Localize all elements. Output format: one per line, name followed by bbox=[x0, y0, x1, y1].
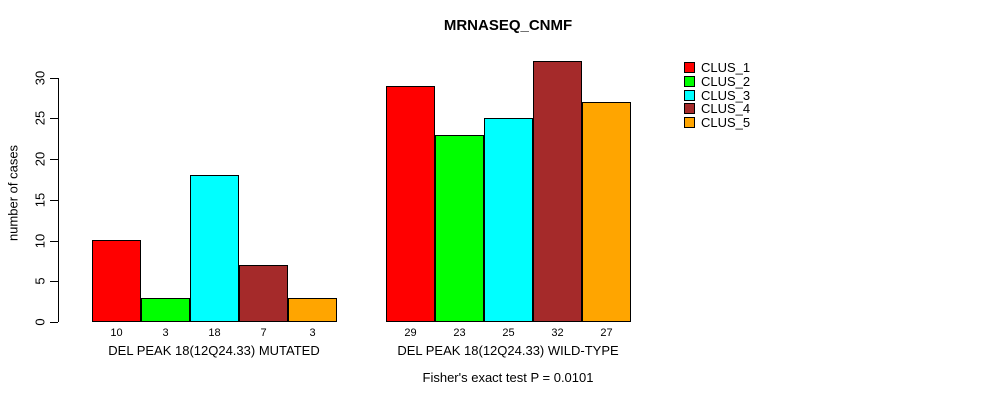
legend-label: CLUS_5 bbox=[701, 115, 751, 131]
legend-label: CLUS_2 bbox=[701, 73, 751, 89]
y-axis-line bbox=[58, 77, 59, 322]
bar-value-label: 32 bbox=[551, 327, 564, 339]
y-axis-tick bbox=[50, 322, 58, 323]
y-axis-tick bbox=[50, 240, 58, 242]
y-axis-tick bbox=[50, 281, 58, 283]
y-axis-tick-label: 25 bbox=[32, 111, 48, 126]
legend-swatch-clus_4 bbox=[684, 103, 695, 115]
bar-clus_4 bbox=[533, 61, 582, 322]
bar-clus_1 bbox=[92, 240, 141, 322]
bar-value-label: 3 bbox=[162, 327, 169, 339]
bar-value-label: 27 bbox=[600, 327, 613, 339]
y-axis-tick-label: 0 bbox=[32, 318, 48, 326]
bar-value-label: 10 bbox=[110, 327, 123, 339]
bar-clus_3 bbox=[484, 118, 533, 322]
bar-clus_2 bbox=[435, 135, 484, 322]
y-axis-tick bbox=[50, 199, 58, 201]
y-axis-tick-label: 20 bbox=[32, 151, 48, 167]
bar-clus_5 bbox=[288, 298, 337, 322]
bar-clus_3 bbox=[190, 175, 239, 322]
legend-swatch-clus_1 bbox=[684, 62, 695, 73]
bar-clus_5 bbox=[582, 102, 631, 322]
bar-value-label: 29 bbox=[404, 327, 417, 339]
y-axis-tick bbox=[50, 159, 58, 160]
bar-value-label: 25 bbox=[502, 327, 515, 339]
legend-label: CLUS_1 bbox=[701, 60, 751, 75]
x-group-label-wild-type: DEL PEAK 18(12Q24.33) WILD-TYPE bbox=[397, 343, 619, 358]
y-axis-tick-label: 30 bbox=[32, 70, 48, 85]
legend-label: CLUS_4 bbox=[701, 101, 751, 117]
bar-clus_2 bbox=[141, 298, 190, 322]
bar-clus_4 bbox=[239, 265, 288, 322]
legend-label: CLUS_3 bbox=[701, 87, 751, 103]
bar-value-label: 23 bbox=[453, 327, 466, 339]
bar-value-label: 18 bbox=[208, 327, 221, 339]
y-axis-tick-label: 15 bbox=[32, 192, 48, 207]
chart-title: MRNASEQ_CNMF bbox=[443, 17, 573, 34]
y-axis-tick bbox=[50, 118, 58, 120]
bar-clus_1 bbox=[386, 86, 435, 322]
y-axis-title: number of cases bbox=[5, 144, 21, 242]
bar-value-label: 3 bbox=[309, 327, 316, 339]
bar-value-label: 7 bbox=[260, 327, 267, 339]
fisher-test-annotation: Fisher's exact test P = 0.0101 bbox=[422, 370, 594, 385]
y-axis-tick bbox=[50, 77, 58, 79]
legend-swatch-clus_2 bbox=[684, 75, 695, 87]
x-group-label-mutated: DEL PEAK 18(12Q24.33) MUTATED bbox=[108, 343, 320, 358]
y-axis-tick-label: 10 bbox=[32, 233, 48, 248]
legend-swatch-clus_5 bbox=[684, 117, 695, 129]
legend-swatch-clus_3 bbox=[684, 89, 695, 101]
y-axis-tick-label: 5 bbox=[32, 277, 48, 285]
